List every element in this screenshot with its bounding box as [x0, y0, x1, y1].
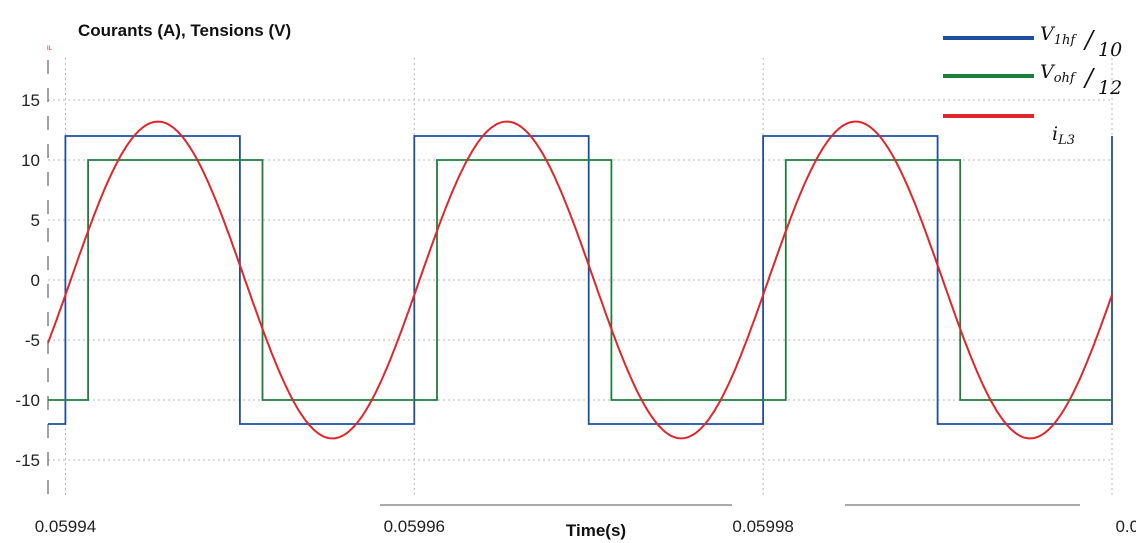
- y-tick-label: 15: [21, 91, 40, 110]
- y-tick-label: -15: [15, 451, 40, 470]
- series-line-1hf: [48, 135, 1113, 425]
- series-layer: [47, 120, 1113, 440]
- chart-title: Courants (A), Tensions (V): [78, 21, 291, 40]
- axes-layer: 15 10 5 0 -5 -10 -15 0.05994 0.05996 0.05998 0.06: [15, 60, 1136, 536]
- y-tick-label: 0: [31, 271, 40, 290]
- x-tick-label: 0.05996: [384, 517, 445, 536]
- series-line-L3: [47, 120, 1113, 440]
- grid-layer: [48, 58, 1113, 496]
- legend-divisor: 10: [1098, 39, 1122, 61]
- x-tick-label: 0.06: [1115, 517, 1136, 536]
- corner-label: IL: [47, 46, 53, 52]
- legend-entry-label: V1hf: [1040, 23, 1077, 48]
- legend-entry-label: Vohf: [1040, 61, 1077, 86]
- legend-divisor: 12: [1098, 77, 1122, 99]
- legend-fraction-slash: /: [1083, 64, 1096, 92]
- legend-fraction-slash: /: [1083, 26, 1096, 54]
- series-line-ohf: [48, 159, 1112, 401]
- legend-entry-label: iL3: [1052, 123, 1075, 148]
- x-axis-label: Time(s): [566, 521, 626, 540]
- x-tick-label: 0.05998: [732, 517, 793, 536]
- y-tick-label: 10: [21, 151, 40, 170]
- x-tick-label: 0.05994: [35, 517, 96, 536]
- y-tick-label: -10: [15, 391, 40, 410]
- y-tick-label: -5: [25, 331, 40, 350]
- y-tick-label: 5: [31, 211, 40, 230]
- labels-layer: Courants (A), Tensions (V) IL Time(s): [47, 21, 626, 540]
